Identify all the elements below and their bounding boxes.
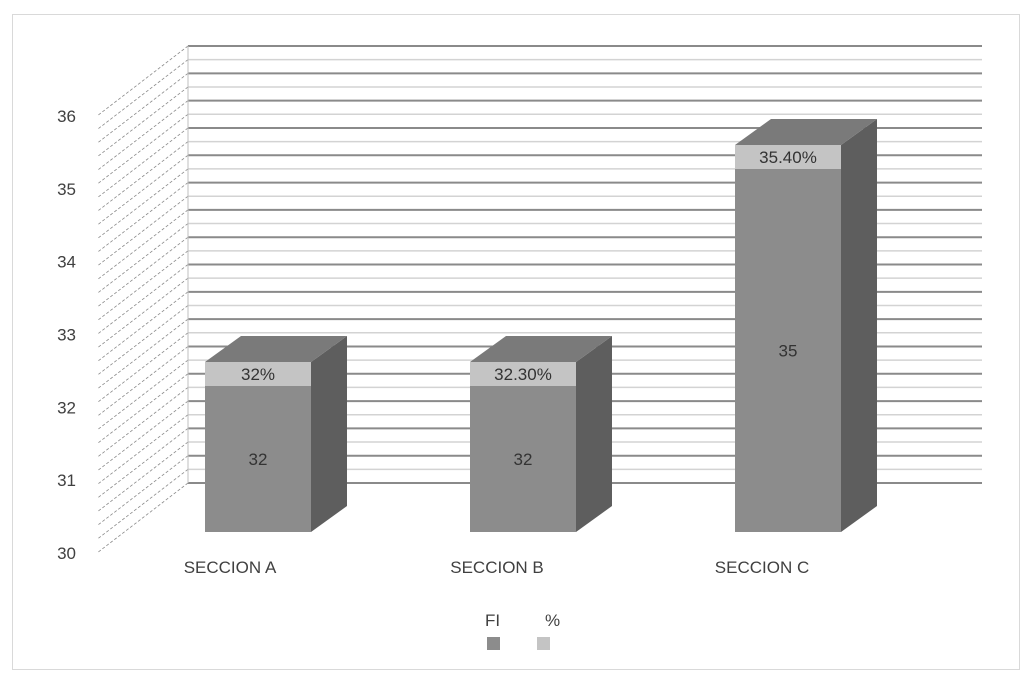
side-wall-gridline (96, 469, 189, 540)
x-axis-categories: SECCION A SECCION B SECCION C (184, 558, 810, 577)
side-wall-gridline (96, 195, 189, 267)
legend-label: FI (485, 611, 500, 630)
y-tick-label: 32 (57, 398, 76, 417)
y-tick-label: 34 (57, 253, 76, 272)
bar-percent (735, 145, 841, 169)
y-tick-label: 36 (57, 107, 76, 126)
side-wall-gridline (96, 346, 189, 417)
bar-side-face (311, 336, 347, 532)
bar-percent (205, 362, 311, 386)
data-label-percent: 32.30% (494, 365, 552, 384)
side-wall-gridline (96, 45, 189, 117)
bars: 32 32% 32 32.30% 35 35.40% (205, 119, 877, 532)
y-tick-label: 31 (57, 471, 76, 490)
side-wall-gridline (96, 127, 189, 199)
side-wall-gridline (96, 277, 189, 349)
side-wall-gridline (96, 305, 189, 376)
data-label-fi: 32 (249, 450, 268, 469)
side-wall-gridline (96, 141, 189, 212)
bar-fi (470, 386, 576, 532)
bar-side-face (576, 336, 612, 532)
side-wall-gridline (96, 400, 189, 472)
side-wall-gridline (96, 113, 189, 185)
legend-swatch (537, 637, 550, 650)
side-wall-gridline (96, 100, 189, 171)
side-wall-gridline (96, 318, 189, 390)
side-wall-gridline (96, 264, 189, 335)
x-category-label: SECCION C (715, 558, 809, 577)
bar-group: 32 32% (205, 336, 347, 532)
bar-top-face (735, 119, 877, 145)
side-wall-gridline (96, 154, 189, 226)
data-label-percent: 32% (241, 365, 275, 384)
side-wall-gridline (96, 414, 189, 486)
bar-group: 35 35.40% (735, 119, 877, 532)
side-wall-gridline (96, 291, 189, 363)
legend-swatch (487, 637, 500, 650)
side-wall-gridline (96, 332, 189, 404)
bar-fi (735, 169, 841, 532)
y-tick-label: 35 (57, 180, 76, 199)
side-wall-gridline (96, 359, 189, 431)
legend-label: % (545, 611, 560, 630)
bar-side-face (841, 119, 877, 532)
side-wall-gridline (96, 387, 189, 458)
data-label-fi: 32 (514, 450, 533, 469)
y-tick-label: 33 (57, 326, 76, 345)
data-label-percent: 35.40% (759, 148, 817, 167)
y-tick-label: 30 (57, 544, 76, 563)
x-category-label: SECCION A (184, 558, 277, 577)
side-wall-gridline (96, 428, 189, 499)
bar-percent (470, 362, 576, 386)
bar-top-face (205, 336, 347, 362)
side-wall-gridline (96, 236, 189, 308)
bar-fi (205, 386, 311, 532)
side-wall-gridline (96, 59, 189, 130)
legend: FI% (485, 611, 560, 650)
bar-group: 32 32.30% (470, 336, 612, 532)
side-wall-gridline (96, 223, 189, 294)
side-wall-gridline (96, 209, 189, 281)
side-wall-gridline (96, 455, 189, 527)
side-wall-gridline (96, 86, 189, 158)
side-wall-gridline (96, 72, 189, 144)
side-wall-gridline (96, 168, 189, 240)
x-category-label: SECCION B (450, 558, 544, 577)
side-wall-gridline (96, 250, 189, 322)
side-wall-gridline (96, 482, 189, 554)
data-label-fi: 35 (779, 342, 798, 361)
side-wall-gridline (96, 182, 189, 253)
side-wall-gridline (96, 441, 189, 513)
side-wall-gridline (96, 373, 189, 445)
y-axis-ticks: 30 31 32 33 34 35 36 (57, 107, 76, 563)
bar-top-face (470, 336, 612, 362)
